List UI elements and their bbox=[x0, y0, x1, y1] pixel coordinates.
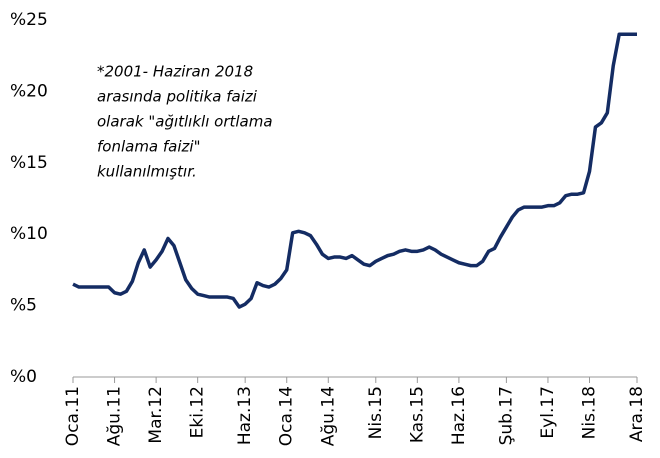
x-tick-label: Mar.12 bbox=[146, 386, 166, 444]
y-tick-label: %25 bbox=[10, 10, 48, 30]
x-tick-label: Nis.15 bbox=[366, 386, 386, 439]
annotation: *2001- Haziran 2018 bbox=[97, 63, 253, 81]
x-tick-label: Eyl.17 bbox=[538, 386, 558, 439]
x-tick-label: Kas.15 bbox=[407, 386, 427, 443]
x-tick-label: Ağu.11 bbox=[105, 386, 125, 446]
y-tick-label: %10 bbox=[10, 224, 48, 244]
annotation: fonlama faizi" bbox=[97, 138, 200, 156]
annotation: olarak "ağıtlıklı ortlama bbox=[97, 113, 273, 131]
y-tick-label: %0 bbox=[10, 367, 37, 387]
y-tick-label: %15 bbox=[10, 153, 48, 173]
x-tick-label: Şub.17 bbox=[496, 386, 516, 445]
x-tick-label: Oca.11 bbox=[63, 386, 83, 446]
y-tick-label: %20 bbox=[10, 81, 48, 101]
annotation: arasında politika faizi bbox=[97, 88, 258, 106]
y-tick-label: %5 bbox=[10, 296, 37, 316]
x-tick-label: Ağu.14 bbox=[318, 386, 338, 446]
x-tick-label: Ara.18 bbox=[627, 386, 647, 442]
x-tick-label: Oca.14 bbox=[277, 386, 297, 446]
x-tick-label: Haz.16 bbox=[449, 386, 469, 445]
x-tick-label: Nis.18 bbox=[580, 386, 600, 439]
annotation: kullanılmıştır. bbox=[97, 163, 197, 181]
line-series bbox=[72, 32, 637, 309]
x-tick-label: Eki.12 bbox=[188, 386, 208, 438]
x-tick-label: Haz.13 bbox=[235, 386, 255, 445]
